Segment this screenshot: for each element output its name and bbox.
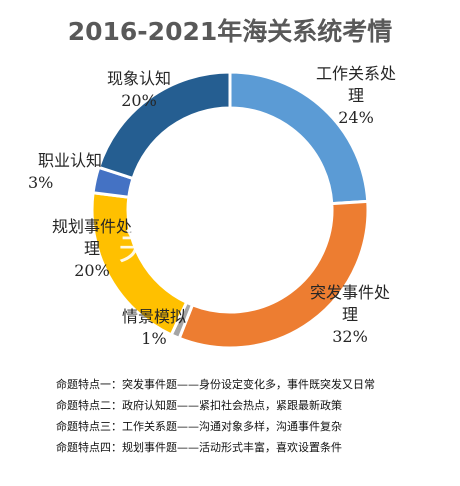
note-4: 命题特点四：规划事件题——活动形式丰富，喜欢设置条件 [56, 441, 342, 454]
label-gongzuo-pct: 24% [338, 108, 374, 127]
label-xianxiang-line1: 现象认知 [106, 69, 171, 88]
label-zhiye: 职业认知 3% [10, 150, 130, 194]
label-guihua-pct: 20% [74, 261, 110, 280]
chart-title: 2016-2021年海关系统考情 [67, 17, 393, 46]
watermark-line1: 国 [138, 169, 185, 210]
label-zhiye-pct: 3% [28, 173, 54, 192]
label-xianxiang-pct: 20% [121, 91, 157, 110]
watermark-line2: 关 试 [118, 227, 232, 268]
label-gongzuo: 工作关系处 理 24% [296, 63, 416, 129]
label-guihua-line2: 理 [83, 239, 100, 258]
label-gongzuo-line1: 工作关系处 [315, 64, 396, 83]
label-qingjing: 情景模拟 1% [104, 306, 204, 350]
label-tufa: 突发事件处 理 32% [290, 282, 410, 348]
label-zhiye-line1: 职业认知 [37, 151, 102, 170]
label-qingjing-line1: 情景模拟 [121, 307, 186, 326]
slice-xianxiang [96, 70, 232, 181]
label-gongzuo-line2: 理 [347, 86, 364, 105]
label-tufa-line1: 突发事件处 [309, 283, 390, 302]
label-guihua: 规划事件处 理 20% [40, 216, 144, 282]
label-tufa-line2: 理 [341, 305, 358, 324]
feature-notes: 命题特点一：突发事件题——身份设定变化多，事件既突发又日常 命题特点二：政府认知… [56, 374, 456, 458]
note-2: 命题特点二：政府认知题——紧扣社会热点，紧跟最新政策 [56, 399, 342, 412]
note-1: 命题特点一：突发事件题——身份设定变化多，事件既突发又日常 [56, 378, 375, 391]
note-3: 命题特点三：工作关系题——沟通对象多样，沟通事件复杂 [56, 420, 342, 433]
label-guihua-line1: 规划事件处 [51, 217, 132, 236]
label-tufa-pct: 32% [332, 327, 368, 346]
label-qingjing-pct: 1% [141, 329, 167, 348]
label-xianxiang: 现象认知 20% [84, 68, 194, 112]
